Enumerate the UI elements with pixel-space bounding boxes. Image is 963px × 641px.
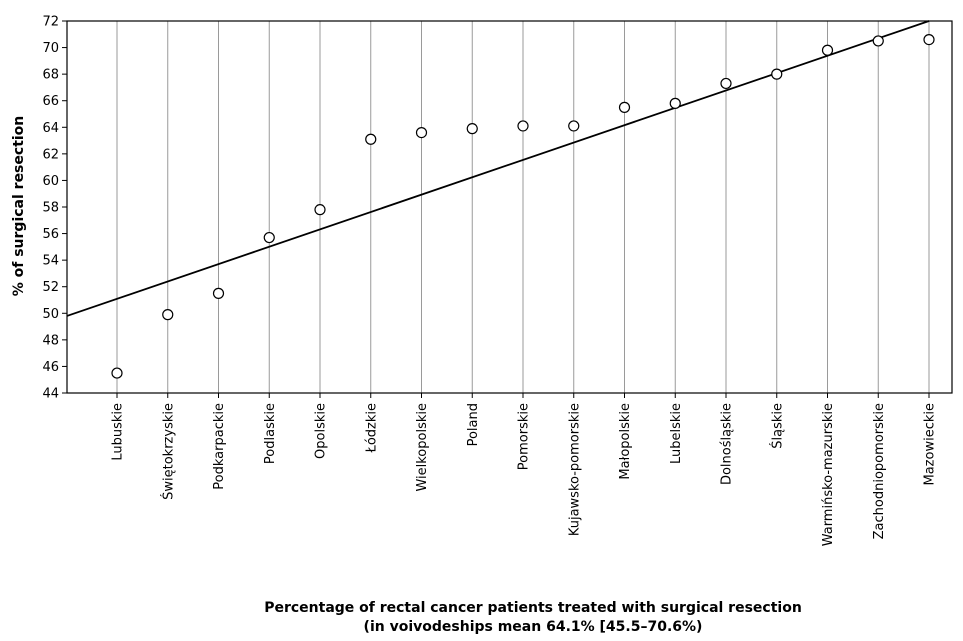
y-tick-label: 50: [42, 307, 59, 322]
x-category-label: Zachodniopomorskie: [872, 403, 887, 539]
x-category-label: Podkarpackie: [212, 403, 227, 490]
trendline-group: [67, 21, 929, 316]
y-tick-label: 60: [42, 174, 59, 189]
data-point: [772, 69, 782, 79]
y-tick-label: 64: [42, 121, 59, 136]
data-point: [873, 36, 883, 46]
y-tick-label: 46: [42, 360, 59, 375]
x-category-label: Kujawsko-pomorskie: [567, 403, 582, 536]
data-point: [518, 121, 528, 131]
y-tick-label: 52: [42, 280, 59, 295]
y-axis: 44 46 48 50 52 54 56 58 60 62 64 66 68 70 72: [42, 15, 67, 402]
x-category-label: Podlaskie: [263, 403, 278, 464]
y-tick-label: 68: [42, 68, 59, 83]
y-tick-label: 54: [42, 254, 59, 269]
x-category-label: Warmińsko-mazurskie: [821, 403, 836, 546]
x-category-label: Pomorskie: [517, 403, 532, 470]
x-category-label: Wielkopolskie: [415, 403, 430, 492]
y-tick-label: 72: [42, 15, 59, 30]
data-point: [823, 45, 833, 55]
y-tick-label: 58: [42, 201, 59, 216]
x-category-label: Lubelskie: [669, 403, 684, 464]
y-axis-label: % of surgical resection: [11, 116, 27, 297]
data-point: [670, 98, 680, 108]
x-category-label: Świętokrzyskie: [160, 403, 176, 500]
x-category-label: Mazowieckie: [923, 403, 938, 486]
x-axis-label-line2: (in voivodeships mean 64.1% [45.5–70.6%): [364, 619, 703, 635]
data-point: [569, 121, 579, 131]
data-point: [721, 78, 731, 88]
data-point: [620, 102, 630, 112]
y-tick-label: 70: [42, 41, 59, 56]
data-point: [112, 368, 122, 378]
trendline: [67, 21, 929, 316]
data-point: [214, 288, 224, 298]
grid-lines: [67, 21, 952, 393]
data-point: [924, 35, 934, 45]
data-point: [467, 124, 477, 134]
data-point: [264, 233, 274, 243]
x-axis-label-line1: Percentage of rectal cancer patients tre…: [264, 600, 802, 616]
y-tick-label: 48: [42, 333, 59, 348]
data-point: [417, 128, 427, 138]
data-point: [163, 310, 173, 320]
x-category-label: Poland: [466, 403, 481, 446]
y-tick-label: 56: [42, 227, 59, 242]
plot-frame: [67, 21, 952, 393]
x-category-label: Lubuskie: [111, 403, 126, 461]
x-category-label: Małopolskie: [618, 403, 633, 480]
x-category-label: Śląskie: [769, 403, 785, 449]
y-tick-label: 62: [42, 147, 59, 162]
data-point: [366, 134, 376, 144]
x-category-label: Dolnośląskie: [720, 403, 735, 485]
data-point: [315, 205, 325, 215]
y-tick-label: 66: [42, 94, 59, 109]
x-axis: Lubuskie Świętokrzyskie Podkarpackie Podlas…: [111, 393, 938, 546]
x-category-label: Opolskie: [314, 403, 329, 459]
x-category-label: Łódzkie: [364, 403, 379, 453]
y-tick-label: 44: [42, 387, 59, 402]
